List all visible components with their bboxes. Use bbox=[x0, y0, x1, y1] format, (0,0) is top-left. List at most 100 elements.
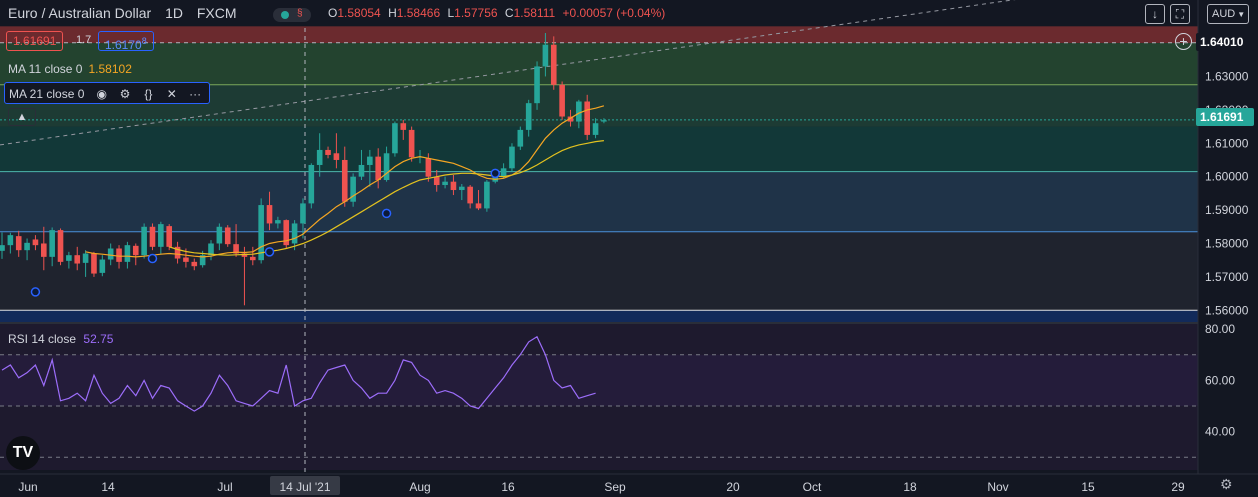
band-bottom bbox=[0, 310, 1198, 322]
ma21-legend[interactable]: MA 21 close 0 ◉ ⚙ {} ✕ ··· bbox=[4, 82, 211, 104]
eye-icon[interactable]: ◉ bbox=[96, 87, 107, 101]
candle-body bbox=[275, 220, 281, 224]
low-value: 1.57756 bbox=[454, 6, 498, 20]
rsi-legend[interactable]: RSI 14 close 52.75 bbox=[8, 332, 113, 346]
time-tick-label: Nov bbox=[987, 480, 1008, 494]
candle-body bbox=[559, 84, 565, 117]
band-mid bbox=[0, 126, 1198, 172]
fullscreen-icon[interactable]: ⛶ bbox=[1170, 4, 1190, 24]
candle-body bbox=[57, 230, 64, 262]
ma11-legend[interactable]: MA 11 close 0 1.58102 bbox=[4, 58, 136, 80]
currency-label: AUD bbox=[1212, 8, 1236, 20]
time-tick-label: 16 bbox=[501, 480, 515, 494]
rsi-tick-label: 40.00 bbox=[1205, 425, 1235, 439]
rsi-value: 52.75 bbox=[83, 332, 114, 346]
source-code-icon[interactable]: {} bbox=[144, 87, 153, 101]
interval-label: 1D bbox=[165, 5, 183, 21]
buy-price-main: 1.6170 bbox=[105, 38, 142, 52]
band-low bbox=[0, 231, 1198, 311]
candle-body bbox=[584, 101, 590, 135]
candle-body bbox=[141, 226, 147, 256]
crosshair-date-tag-bg bbox=[270, 476, 340, 495]
time-tick-label: Sep bbox=[604, 480, 626, 494]
price-tick-label: 1.63000 bbox=[1205, 69, 1249, 83]
candle-body bbox=[576, 101, 582, 122]
candle-body bbox=[592, 123, 599, 135]
time-tick-label: 18 bbox=[903, 480, 917, 494]
rsi-band bbox=[0, 354, 1198, 406]
candle-body bbox=[350, 176, 356, 202]
close-icon[interactable]: ✕ bbox=[166, 87, 177, 101]
candle-body bbox=[91, 253, 97, 274]
rsi-tick-label: 60.00 bbox=[1205, 373, 1235, 387]
candle-body bbox=[291, 223, 298, 244]
more-icon[interactable]: ··· bbox=[189, 87, 202, 101]
candle-body bbox=[308, 164, 315, 204]
trend-line bbox=[0, 0, 1016, 146]
settings-gear-icon[interactable]: ⚙ bbox=[1220, 476, 1233, 492]
price-tick-label: 1.56000 bbox=[1205, 303, 1249, 317]
candle-body bbox=[358, 164, 365, 177]
price-tick-label: 1.57000 bbox=[1205, 270, 1249, 284]
candle-body bbox=[450, 181, 457, 191]
candle-body bbox=[400, 123, 407, 130]
buy-price-button[interactable]: 1.61708 bbox=[98, 31, 154, 52]
candle-body bbox=[241, 253, 248, 257]
candle-body bbox=[191, 261, 198, 267]
price-tick-label: 1.58000 bbox=[1205, 236, 1249, 250]
candle-body bbox=[325, 149, 331, 155]
candle-body bbox=[283, 220, 290, 246]
candle-body bbox=[258, 205, 264, 261]
candle-body bbox=[7, 235, 14, 246]
collapse-legend-button[interactable]: ▲ bbox=[8, 108, 36, 126]
sell-price-button[interactable]: 1.61691 bbox=[6, 31, 64, 51]
candle-body bbox=[341, 159, 348, 202]
gear-icon[interactable]: ⚙ bbox=[119, 87, 131, 101]
tradingview-logo[interactable]: TV bbox=[6, 436, 40, 470]
candle-body bbox=[316, 149, 323, 165]
candle-body bbox=[32, 239, 39, 246]
download-icon[interactable]: ↓ bbox=[1145, 4, 1165, 24]
low-label: L bbox=[447, 6, 455, 20]
alert-icon: § bbox=[297, 8, 303, 19]
candle-body bbox=[166, 226, 172, 247]
rsi-line bbox=[1, 335, 596, 412]
band-lower bbox=[0, 171, 1198, 232]
symbol-legend[interactable]: Euro / Australian Dollar 1D FXCM bbox=[8, 5, 237, 21]
ma-cross-marker bbox=[147, 253, 158, 264]
candle-body bbox=[500, 168, 507, 177]
ma-cross-marker bbox=[264, 247, 275, 257]
current-price-tag: 1.61691 bbox=[1196, 108, 1254, 126]
buy-price-pip: 8 bbox=[141, 36, 147, 46]
high-value: 1.58466 bbox=[396, 6, 441, 20]
price-axis-background bbox=[1198, 0, 1258, 497]
open-value: 1.58054 bbox=[337, 6, 381, 20]
candle-body bbox=[367, 156, 373, 165]
candle-body bbox=[484, 181, 490, 209]
candle-body bbox=[433, 176, 440, 186]
market-status-toggle[interactable]: § bbox=[273, 8, 311, 22]
band-top bbox=[0, 26, 1198, 44]
price-tick-label: 1.61000 bbox=[1205, 136, 1249, 150]
candle-body bbox=[475, 203, 482, 209]
time-tick-label: Oct bbox=[803, 480, 822, 494]
time-axis-background bbox=[0, 474, 1258, 497]
add-alert-plus-icon[interactable]: + bbox=[1175, 33, 1192, 50]
time-tick-label: Aug bbox=[409, 480, 430, 494]
candle-body bbox=[224, 227, 231, 245]
currency-selector[interactable]: AUD ▼ bbox=[1207, 4, 1249, 24]
ma21-line bbox=[169, 140, 604, 256]
candle-body bbox=[392, 123, 398, 154]
high-label: H bbox=[388, 6, 397, 20]
time-tick-label: 20 bbox=[726, 480, 740, 494]
candle-body bbox=[525, 103, 532, 130]
candle-body bbox=[250, 256, 256, 261]
candle-body bbox=[124, 245, 131, 262]
time-tick-label: 15 bbox=[1081, 480, 1095, 494]
candle-body bbox=[74, 255, 81, 264]
candle-body bbox=[233, 244, 239, 254]
open-label: O bbox=[328, 6, 338, 20]
crosshair-price-tag: 1.64010 bbox=[1196, 33, 1254, 51]
candle-body bbox=[408, 129, 415, 158]
